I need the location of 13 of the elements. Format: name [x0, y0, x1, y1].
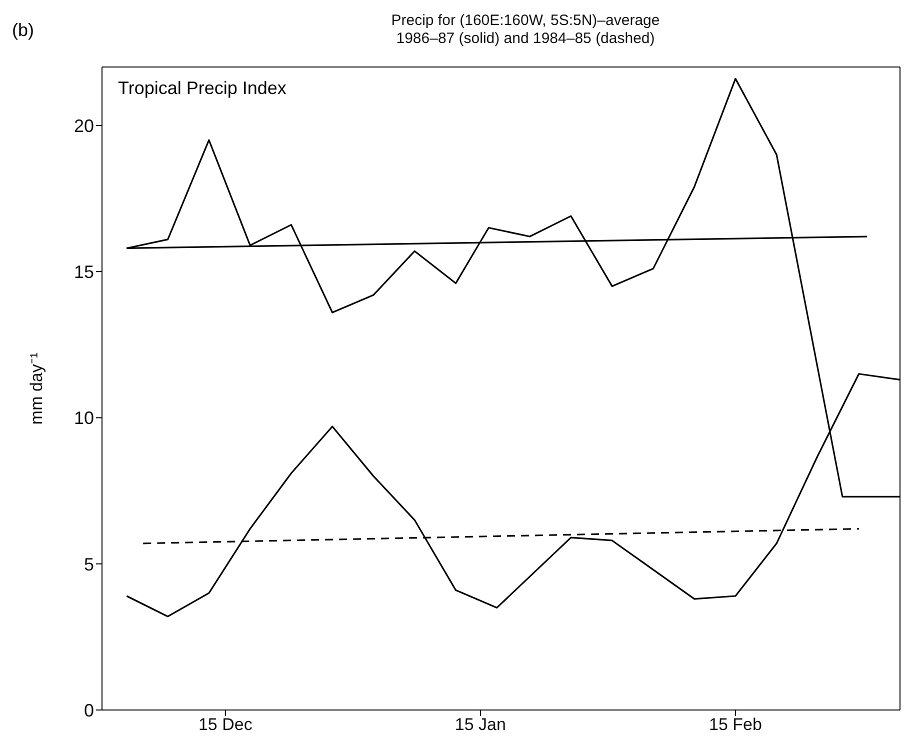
annotation: Tropical Precip Index [118, 78, 286, 99]
y-tick-label: 20 [74, 116, 94, 136]
y-tick-label: 15 [74, 262, 94, 282]
x-tick-label: 15 Feb [708, 715, 762, 734]
x-tick-label: 15 Jan [454, 715, 506, 734]
x-tick-label: 15 Dec [198, 715, 253, 734]
chart-title: Precip for (160E:160W, 5S:5N)–average [390, 12, 661, 30]
text: (b) [12, 20, 34, 41]
y-tick-label: 0 [84, 700, 94, 720]
y-tick-label: 10 [74, 408, 94, 428]
y-axis-title: mm day⁻¹ [27, 352, 46, 425]
chart-subtitle: 1986–87 (solid) and 1984–85 (dashed) [395, 30, 656, 48]
y-tick-label: 5 [84, 554, 94, 574]
